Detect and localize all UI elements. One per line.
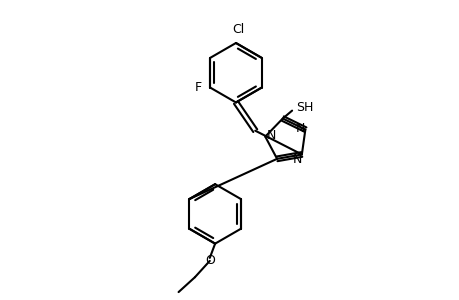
Text: N: N — [292, 153, 302, 166]
Text: N: N — [267, 129, 276, 142]
Text: SH: SH — [296, 101, 313, 114]
Text: O: O — [204, 254, 214, 267]
Text: Cl: Cl — [232, 22, 244, 36]
Text: N: N — [295, 122, 304, 135]
Text: F: F — [194, 81, 202, 94]
